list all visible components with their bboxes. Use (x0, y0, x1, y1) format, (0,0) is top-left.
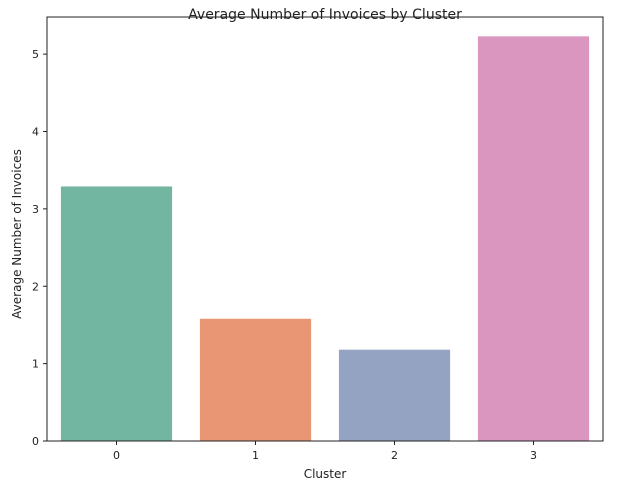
bar-cluster-3 (477, 36, 590, 442)
x-axis-ticks: 0 1 2 3 (113, 441, 537, 462)
y-tick-label: 0 (32, 435, 39, 448)
y-tick-label: 1 (32, 358, 39, 371)
y-axis-ticks: 0 1 2 3 4 5 (32, 48, 47, 448)
chart-title: Average Number of Invoices by Cluster (188, 7, 462, 23)
y-axis-label: Average Number of Invoices (10, 149, 24, 319)
x-tick-label: 3 (530, 449, 537, 462)
y-tick-label: 3 (32, 203, 39, 216)
x-tick-label: 2 (391, 449, 398, 462)
bar-cluster-1 (199, 318, 312, 441)
bar-cluster-2 (338, 349, 451, 441)
y-tick-label: 5 (32, 48, 39, 61)
y-tick-label: 4 (32, 126, 39, 139)
plot-frame (46, 16, 604, 442)
y-tick-label: 2 (32, 280, 39, 293)
bar-cluster-0 (60, 186, 173, 441)
bars-group (60, 36, 590, 442)
x-axis-label: Cluster (304, 467, 347, 481)
x-tick-label: 1 (252, 449, 259, 462)
x-tick-label: 0 (113, 449, 120, 462)
